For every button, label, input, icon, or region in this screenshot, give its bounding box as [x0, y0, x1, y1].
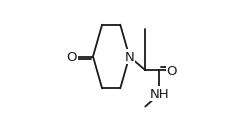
Text: O: O	[67, 51, 77, 63]
Text: N: N	[124, 51, 134, 63]
Text: O: O	[167, 64, 177, 77]
Text: NH: NH	[149, 87, 169, 100]
